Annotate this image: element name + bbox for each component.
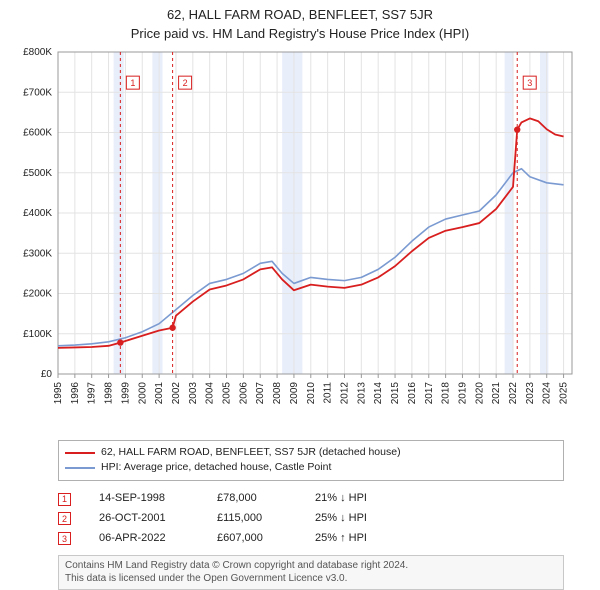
line-chart: £0 £100K £200K £300K £400K £500K £600K £700K £80…: [12, 44, 588, 434]
chart-title-line2: Price paid vs. HM Land Registry's House …: [12, 25, 588, 44]
page: 62, HALL FARM ROAD, BENFLEET, SS7 5JR Pr…: [0, 0, 600, 590]
svg-text:2023: 2023: [525, 381, 536, 404]
sale-marker: 3: [58, 532, 71, 545]
sales-row: 2 26-OCT-2001 £115,000 25% ↓ HPI: [58, 509, 564, 529]
svg-text:2017: 2017: [424, 381, 435, 404]
svg-text:2018: 2018: [441, 381, 452, 404]
sales-row: 1 14-SEP-1998 £78,000 21% ↓ HPI: [58, 489, 564, 509]
svg-text:2021: 2021: [491, 381, 502, 404]
svg-text:1998: 1998: [104, 381, 115, 404]
svg-text:2003: 2003: [188, 381, 199, 404]
svg-text:2005: 2005: [222, 381, 233, 404]
svg-text:2014: 2014: [373, 381, 384, 404]
sales-row: 3 06-APR-2022 £607,000 25% ↑ HPI: [58, 529, 564, 549]
svg-text:£400K: £400K: [23, 208, 52, 219]
svg-text:£300K: £300K: [23, 248, 52, 259]
svg-text:2010: 2010: [306, 381, 317, 404]
sale-date: 06-APR-2022: [99, 529, 189, 549]
svg-text:1999: 1999: [120, 381, 131, 404]
svg-text:2006: 2006: [238, 381, 249, 404]
svg-text:2008: 2008: [272, 381, 283, 404]
footer-line2: This data is licensed under the Open Gov…: [65, 572, 557, 586]
chart-title-line1: 62, HALL FARM ROAD, BENFLEET, SS7 5JR: [12, 6, 588, 25]
sale-price: £115,000: [217, 509, 287, 529]
svg-text:1997: 1997: [87, 381, 98, 404]
legend: 62, HALL FARM ROAD, BENFLEET, SS7 5JR (d…: [58, 440, 564, 482]
svg-text:1995: 1995: [53, 381, 64, 404]
svg-text:2025: 2025: [559, 381, 570, 404]
svg-text:£200K: £200K: [23, 288, 52, 299]
legend-swatch-hpi: [65, 467, 95, 469]
sale-date: 14-SEP-1998: [99, 489, 189, 509]
svg-text:2002: 2002: [171, 381, 182, 404]
svg-text:2: 2: [183, 78, 188, 88]
svg-text:2009: 2009: [289, 381, 300, 404]
footer-line1: Contains HM Land Registry data © Crown c…: [65, 559, 557, 573]
svg-text:2000: 2000: [137, 381, 148, 404]
sale-price: £607,000: [217, 529, 287, 549]
sale-marker: 1: [58, 493, 71, 506]
svg-text:2022: 2022: [508, 381, 519, 404]
sale-marker: 2: [58, 512, 71, 525]
svg-text:2011: 2011: [323, 381, 334, 403]
svg-text:£0: £0: [41, 369, 53, 380]
svg-text:3: 3: [527, 78, 532, 88]
svg-text:2004: 2004: [205, 381, 216, 404]
legend-row-price: 62, HALL FARM ROAD, BENFLEET, SS7 5JR (d…: [65, 445, 557, 461]
legend-label-price: 62, HALL FARM ROAD, BENFLEET, SS7 5JR (d…: [101, 445, 401, 461]
svg-text:£100K: £100K: [23, 328, 52, 339]
legend-swatch-price: [65, 452, 95, 454]
sale-diff: 21% ↓ HPI: [315, 489, 395, 509]
svg-text:1: 1: [130, 78, 135, 88]
svg-text:2001: 2001: [154, 381, 165, 404]
chart-area: £0 £100K £200K £300K £400K £500K £600K £700K £80…: [12, 44, 588, 434]
svg-text:£700K: £700K: [23, 87, 52, 98]
sale-date: 26-OCT-2001: [99, 509, 189, 529]
sale-diff: 25% ↑ HPI: [315, 529, 395, 549]
svg-text:2020: 2020: [474, 381, 485, 404]
sale-price: £78,000: [217, 489, 287, 509]
svg-text:2015: 2015: [390, 381, 401, 404]
sale-diff: 25% ↓ HPI: [315, 509, 395, 529]
sales-table: 1 14-SEP-1998 £78,000 21% ↓ HPI 2 26-OCT-2001…: [58, 489, 564, 548]
svg-text:2013: 2013: [356, 381, 367, 404]
svg-text:£800K: £800K: [23, 47, 52, 58]
svg-text:2007: 2007: [255, 381, 266, 404]
svg-text:1996: 1996: [70, 381, 81, 404]
legend-row-hpi: HPI: Average price, detached house, Cast…: [65, 460, 557, 476]
svg-text:£500K: £500K: [23, 167, 52, 178]
svg-text:£600K: £600K: [23, 127, 52, 138]
licence-footer: Contains HM Land Registry data © Crown c…: [58, 555, 564, 590]
svg-text:2019: 2019: [457, 381, 468, 404]
svg-text:2016: 2016: [407, 381, 418, 404]
svg-text:2024: 2024: [542, 381, 553, 404]
svg-text:2012: 2012: [339, 381, 350, 404]
legend-label-hpi: HPI: Average price, detached house, Cast…: [101, 460, 331, 476]
